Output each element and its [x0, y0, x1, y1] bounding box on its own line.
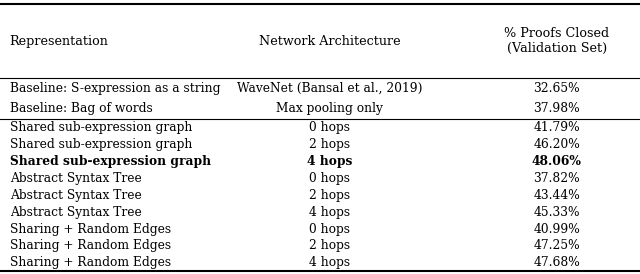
Text: % Proofs Closed
(Validation Set): % Proofs Closed (Validation Set) — [504, 27, 609, 55]
Text: Abstract Syntax Tree: Abstract Syntax Tree — [10, 189, 141, 202]
Text: 2 hops: 2 hops — [309, 239, 350, 252]
Text: Shared sub-expression graph: Shared sub-expression graph — [10, 121, 192, 134]
Text: 47.68%: 47.68% — [533, 256, 580, 269]
Text: Max pooling only: Max pooling only — [276, 102, 383, 115]
Text: Abstract Syntax Tree: Abstract Syntax Tree — [10, 206, 141, 219]
Text: Baseline: S-expression as a string: Baseline: S-expression as a string — [10, 82, 220, 95]
Text: Shared sub-expression graph: Shared sub-expression graph — [10, 155, 211, 168]
Text: 4 hops: 4 hops — [307, 155, 352, 168]
Text: Representation: Representation — [10, 35, 108, 48]
Text: Abstract Syntax Tree: Abstract Syntax Tree — [10, 172, 141, 185]
Text: 2 hops: 2 hops — [309, 138, 350, 151]
Text: 48.06%: 48.06% — [532, 155, 582, 168]
Text: 46.20%: 46.20% — [533, 138, 580, 151]
Text: 32.65%: 32.65% — [534, 82, 580, 95]
Text: 2 hops: 2 hops — [309, 189, 350, 202]
Text: 41.79%: 41.79% — [534, 121, 580, 134]
Text: Baseline: Bag of words: Baseline: Bag of words — [10, 102, 152, 115]
Text: 37.82%: 37.82% — [534, 172, 580, 185]
Text: 37.98%: 37.98% — [534, 102, 580, 115]
Text: 45.33%: 45.33% — [534, 206, 580, 219]
Text: WaveNet (Bansal et al., 2019): WaveNet (Bansal et al., 2019) — [237, 82, 422, 95]
Text: 0 hops: 0 hops — [309, 172, 350, 185]
Text: 0 hops: 0 hops — [309, 222, 350, 236]
Text: Shared sub-expression graph: Shared sub-expression graph — [10, 138, 192, 151]
Text: Sharing + Random Edges: Sharing + Random Edges — [10, 222, 171, 236]
Text: Sharing + Random Edges: Sharing + Random Edges — [10, 239, 171, 252]
Text: 43.44%: 43.44% — [533, 189, 580, 202]
Text: Network Architecture: Network Architecture — [259, 35, 401, 48]
Text: 47.25%: 47.25% — [534, 239, 580, 252]
Text: 4 hops: 4 hops — [309, 206, 350, 219]
Text: 40.99%: 40.99% — [533, 222, 580, 236]
Text: 0 hops: 0 hops — [309, 121, 350, 134]
Text: Sharing + Random Edges: Sharing + Random Edges — [10, 256, 171, 269]
Text: 4 hops: 4 hops — [309, 256, 350, 269]
